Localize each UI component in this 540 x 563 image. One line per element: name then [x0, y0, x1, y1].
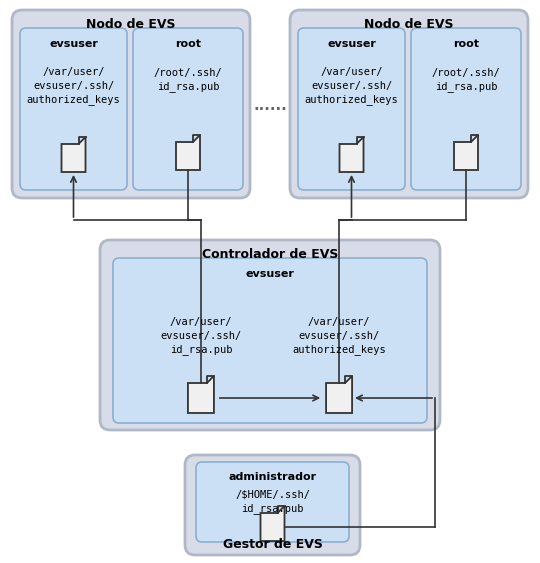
Text: /var/user/
evsuser/.ssh/
authorized_keys: /var/user/ evsuser/.ssh/ authorized_keys [305, 66, 399, 105]
Text: /root/.ssh/
id_rsa.pub: /root/.ssh/ id_rsa.pub [153, 68, 222, 92]
Text: /var/user/
evsuser/.ssh/
authorized_keys: /var/user/ evsuser/.ssh/ authorized_keys [292, 316, 386, 355]
Text: /var/user/
evsuser/.ssh/
id_rsa.pub: /var/user/ evsuser/.ssh/ id_rsa.pub [160, 316, 241, 355]
FancyBboxPatch shape [411, 28, 521, 190]
FancyBboxPatch shape [113, 258, 427, 423]
Text: Nodo de EVS: Nodo de EVS [364, 17, 454, 30]
FancyBboxPatch shape [100, 240, 440, 430]
Polygon shape [326, 376, 352, 413]
Text: Nodo de EVS: Nodo de EVS [86, 17, 176, 30]
FancyBboxPatch shape [20, 28, 127, 190]
FancyBboxPatch shape [185, 455, 360, 555]
Text: evsuser: evsuser [246, 269, 294, 279]
Text: Gestor de EVS: Gestor de EVS [222, 538, 322, 552]
Text: root: root [175, 39, 201, 49]
Polygon shape [176, 135, 200, 170]
Text: evsuser: evsuser [49, 39, 98, 49]
Polygon shape [260, 506, 285, 541]
FancyBboxPatch shape [12, 10, 250, 198]
Text: /$HOME/.ssh/
id_rsa.pub: /$HOME/.ssh/ id_rsa.pub [235, 490, 310, 515]
Text: /var/user/
evsuser/.ssh/
authorized_keys: /var/user/ evsuser/.ssh/ authorized_keys [26, 66, 120, 105]
FancyBboxPatch shape [290, 10, 528, 198]
Polygon shape [340, 137, 363, 172]
Text: ......: ...... [253, 97, 287, 113]
FancyBboxPatch shape [133, 28, 243, 190]
Text: /root/.ssh/
id_rsa.pub: /root/.ssh/ id_rsa.pub [431, 68, 501, 92]
Polygon shape [188, 376, 214, 413]
Text: administrador: administrador [228, 472, 316, 482]
FancyBboxPatch shape [196, 462, 349, 542]
Text: root: root [453, 39, 479, 49]
Text: Controlador de EVS: Controlador de EVS [202, 248, 338, 261]
Text: evsuser: evsuser [327, 39, 376, 49]
Polygon shape [62, 137, 85, 172]
Polygon shape [454, 135, 478, 170]
FancyBboxPatch shape [298, 28, 405, 190]
